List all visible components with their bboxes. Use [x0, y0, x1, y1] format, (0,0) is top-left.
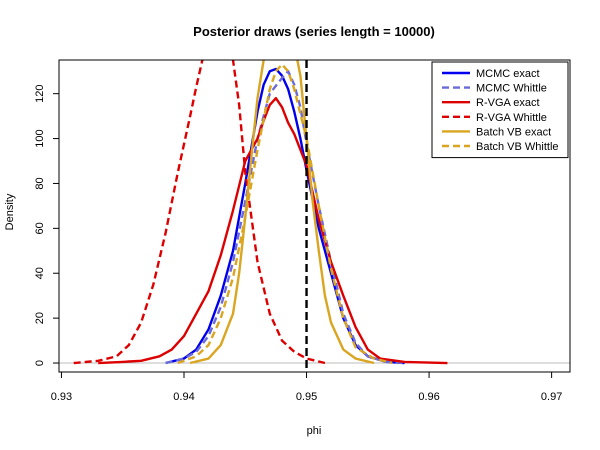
series-line-6	[177, 63, 393, 365]
series-group	[73, 60, 448, 365]
legend: MCMC exact MCMC Whittle R-VGA exact R-VGA W…	[431, 61, 569, 159]
y-tick-label-1: 0	[34, 360, 46, 366]
y-tick-label-6: 100	[34, 129, 46, 147]
x-tick-label-1: 0.93	[51, 391, 72, 403]
legend-label-4: R-VGA Whittle	[476, 112, 547, 124]
series-line-5	[189, 60, 375, 365]
y-tick-label-2: 20	[34, 312, 46, 324]
legend-label-6: Batch VB Whittle	[476, 141, 559, 153]
y-tick-label-5: 80	[34, 177, 46, 189]
chart-title: Posterior draws (series length = 10000)	[193, 24, 435, 39]
legend-box	[431, 61, 569, 159]
x-tick-label-2: 0.94	[173, 391, 194, 403]
x-tick-label-3: 0.95	[296, 391, 317, 403]
x-axis-label: phi	[307, 425, 322, 437]
legend-label-1: MCMC exact	[476, 68, 540, 80]
y-tick-label-4: 60	[34, 222, 46, 234]
y-tick-label-3: 40	[34, 267, 46, 279]
series-line-4	[73, 60, 326, 365]
legend-label-5: Batch VB exact	[476, 126, 551, 138]
x-tick-label-4: 0.96	[418, 391, 439, 403]
y-axis-label: Density	[4, 193, 16, 230]
series-line-3	[98, 96, 448, 365]
y-tick-label-7: 120	[34, 84, 46, 102]
legend-label-2: MCMC Whittle	[476, 83, 547, 95]
legend-label-3: R-VGA exact	[476, 97, 540, 109]
x-tick-label-5: 0.97	[541, 391, 562, 403]
plot-area: 0.93 0.94 0.95 0.96 0.97 0 20 40 60 80 100 120	[34, 59, 571, 403]
series-line-2	[165, 70, 405, 365]
plot-frame	[58, 59, 571, 373]
